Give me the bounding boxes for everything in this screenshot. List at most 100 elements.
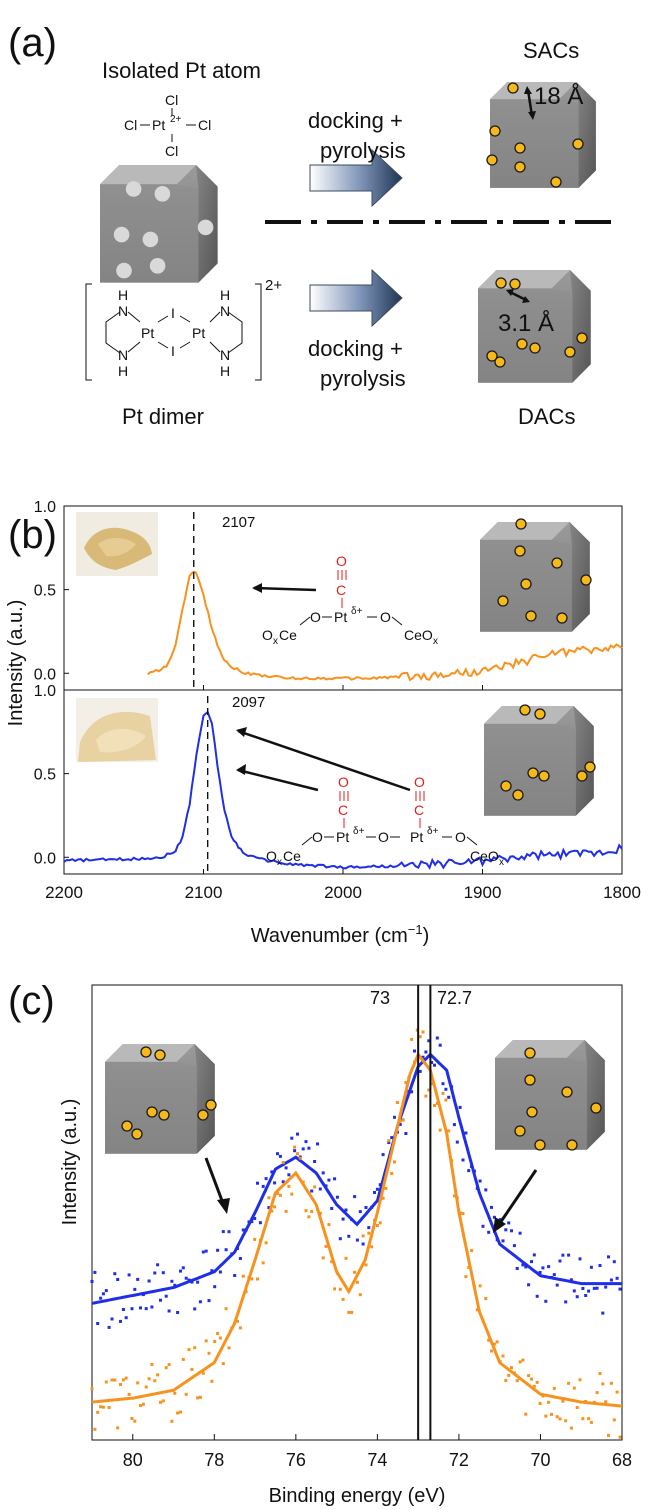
xps-data-point xyxy=(90,1280,94,1283)
xps-data-point xyxy=(375,1224,379,1227)
xps-data-point xyxy=(93,1270,97,1274)
dacs-label: DACs xyxy=(518,404,575,429)
svg-text:O: O xyxy=(266,848,277,864)
xps-data-point xyxy=(321,1171,325,1175)
xps-data-point xyxy=(270,1209,274,1213)
xps-data-point xyxy=(361,1242,365,1246)
xps-data-point xyxy=(238,1326,242,1330)
xps-data-point xyxy=(587,1289,591,1293)
svg-text:CeO: CeO xyxy=(470,848,499,864)
svg-text:Pt: Pt xyxy=(334,609,347,625)
sac-precursor-title: Isolated Pt atom xyxy=(102,58,261,83)
xps-data-point xyxy=(173,1283,177,1287)
xps-data-point xyxy=(227,1230,231,1234)
xps-data-point xyxy=(561,1399,565,1403)
xps-data-point xyxy=(353,1270,357,1274)
xps-data-point xyxy=(467,1169,471,1173)
xps-data-point xyxy=(341,1297,345,1301)
xps-data-point xyxy=(444,1087,448,1091)
xps-data-point xyxy=(338,1237,342,1241)
panel-b: (b) Intensity (a.u.) 0.0 0.5 1.0 0.0 0.5 1.0… xyxy=(5,499,641,947)
xps-data-point xyxy=(147,1377,151,1381)
xps-data-point xyxy=(119,1383,122,1386)
svg-text:CeO: CeO xyxy=(404,627,433,643)
ir-structure-dac: O C O C O Pt δ+ O Pt δ+ O O x xyxy=(236,727,504,868)
xps-data-point xyxy=(330,1260,334,1264)
xps-data-point xyxy=(612,1260,616,1264)
xps-data-point xyxy=(256,1181,259,1185)
y-tick-label: 0.5 xyxy=(34,767,56,784)
xps-data-point xyxy=(504,1379,508,1382)
xps-data-point xyxy=(193,1346,197,1350)
peak-label-2097: 2097 xyxy=(232,694,265,711)
dac-distance-label: 3.1 Å xyxy=(498,309,554,337)
svg-text:Pt: Pt xyxy=(410,829,423,845)
xps-data-point xyxy=(595,1286,599,1290)
xps-data-point xyxy=(398,1123,402,1126)
x-tick-label: 72 xyxy=(449,1450,469,1470)
xps-data-point xyxy=(159,1298,162,1302)
xps-data-point xyxy=(552,1273,556,1277)
xps-data-point xyxy=(164,1294,168,1298)
pt-dimer-atoms: H N N H Pt I I Pt H N N H 2+ xyxy=(118,277,282,379)
xps-data-point xyxy=(273,1205,277,1209)
xps-data-point xyxy=(327,1178,331,1182)
xps-data-point xyxy=(401,1118,405,1122)
xps-data-point xyxy=(578,1257,582,1261)
svg-text:Cl: Cl xyxy=(124,117,137,133)
xps-data-point xyxy=(441,1082,445,1086)
cube-support xyxy=(100,165,218,283)
svg-text:N: N xyxy=(220,303,230,319)
xps-data-point xyxy=(470,1249,474,1253)
xps-data-point xyxy=(564,1300,568,1304)
xps-data-point xyxy=(498,1218,502,1222)
xps-data-point xyxy=(267,1206,271,1210)
xps-data-point xyxy=(276,1191,279,1195)
xps-data-point xyxy=(273,1181,277,1185)
xps-data-point xyxy=(444,1098,448,1102)
xps-data-point xyxy=(144,1307,148,1311)
xps-data-point xyxy=(350,1310,354,1314)
xps-data-point xyxy=(578,1378,582,1382)
xps-data-point xyxy=(287,1173,291,1177)
xps-data-point xyxy=(150,1363,154,1366)
svg-text:O: O xyxy=(378,829,389,845)
xps-data-point xyxy=(353,1195,357,1199)
panel-c-x-label: Binding energy (eV) xyxy=(269,1485,446,1507)
xps-data-point xyxy=(107,1406,111,1410)
xps-data-point xyxy=(307,1215,311,1219)
xps-line-label-72-7: 72.7 xyxy=(437,988,472,1008)
xps-data-point xyxy=(595,1391,599,1395)
xps-data-point xyxy=(378,1221,382,1225)
svg-text:I: I xyxy=(171,343,175,359)
xps-data-point xyxy=(575,1295,579,1299)
x-tick-label: 78 xyxy=(204,1450,224,1470)
svg-text:I: I xyxy=(171,305,175,321)
xps-data-point xyxy=(176,1411,180,1415)
xps-data-point xyxy=(238,1257,242,1260)
svg-text:H: H xyxy=(220,287,230,303)
inset-cube-sac-dots xyxy=(497,518,592,624)
xps-data-point xyxy=(518,1231,522,1235)
xps-data-point xyxy=(481,1224,485,1228)
panel-b-label: (b) xyxy=(8,513,57,557)
xps-data-point xyxy=(179,1410,182,1414)
xps-data-point xyxy=(307,1146,311,1150)
xps-data-point xyxy=(410,1090,414,1094)
sample-photo-sac xyxy=(76,512,158,576)
svg-text:Cl: Cl xyxy=(165,143,178,159)
xps-data-point xyxy=(116,1426,120,1430)
xps-data-point xyxy=(344,1256,348,1260)
xps-data-point xyxy=(304,1209,308,1213)
xps-data-point xyxy=(170,1419,174,1423)
xps-data-point xyxy=(581,1287,585,1290)
xps-data-point xyxy=(532,1384,536,1388)
xps-data-point xyxy=(404,1081,408,1085)
xps-data-point xyxy=(187,1348,191,1352)
xps-data-point xyxy=(167,1363,171,1367)
xps-data-point xyxy=(156,1373,160,1377)
xps-data-point xyxy=(538,1402,542,1405)
ir-chart-dac: 0.0 0.5 1.0 2200 2100 2000 1900 1800 xyxy=(34,683,641,902)
svg-text:x: x xyxy=(433,636,438,647)
xps-data-point xyxy=(198,1395,202,1399)
